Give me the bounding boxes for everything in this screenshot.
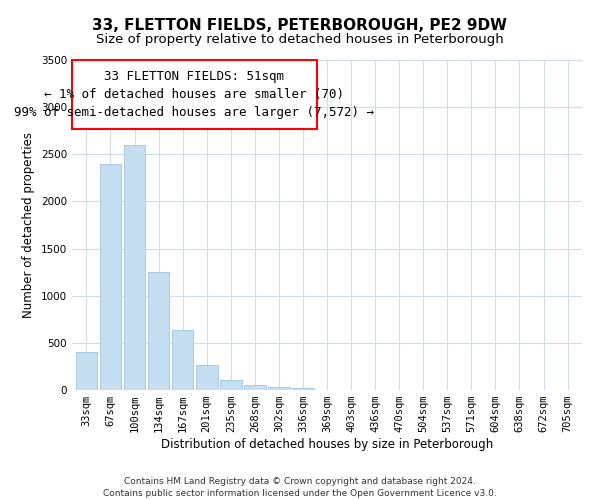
Bar: [292, 388, 314, 390]
Bar: [124, 145, 145, 390]
Bar: [76, 352, 97, 390]
Y-axis label: Number of detached properties: Number of detached properties: [22, 132, 35, 318]
Text: 33 FLETTON FIELDS: 51sqm
← 1% of detached houses are smaller (70)
99% of semi-de: 33 FLETTON FIELDS: 51sqm ← 1% of detache…: [14, 70, 374, 119]
Bar: [100, 164, 121, 390]
Text: 33, FLETTON FIELDS, PETERBOROUGH, PE2 9DW: 33, FLETTON FIELDS, PETERBOROUGH, PE2 9D…: [92, 18, 508, 32]
FancyBboxPatch shape: [72, 60, 317, 130]
Text: Size of property relative to detached houses in Peterborough: Size of property relative to detached ho…: [96, 32, 504, 46]
Bar: [268, 386, 290, 390]
Text: Contains HM Land Registry data © Crown copyright and database right 2024.
Contai: Contains HM Land Registry data © Crown c…: [103, 476, 497, 498]
X-axis label: Distribution of detached houses by size in Peterborough: Distribution of detached houses by size …: [161, 438, 493, 451]
Bar: [172, 330, 193, 390]
Bar: [148, 272, 169, 390]
Bar: [196, 366, 218, 390]
Bar: [244, 385, 266, 390]
Bar: [220, 380, 242, 390]
